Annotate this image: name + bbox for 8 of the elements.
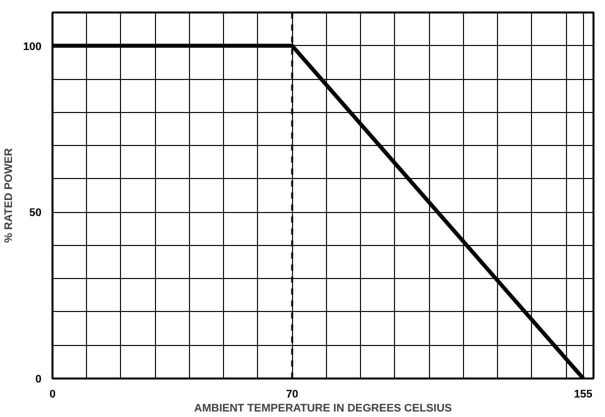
x-tick-label: 155 <box>574 388 592 400</box>
y-tick-label: 0 <box>35 374 42 386</box>
x-tick-label: 70 <box>286 388 298 400</box>
y-tick-label: 100 <box>23 40 42 53</box>
x-axis-title: AMBIENT TEMPERATURE IN DEGREES CELSIUS <box>194 402 452 414</box>
y-axis-title: % RATED POWER <box>3 148 16 243</box>
y-tick-label: 50 <box>29 207 42 220</box>
x-tick-label: 0 <box>49 388 56 400</box>
